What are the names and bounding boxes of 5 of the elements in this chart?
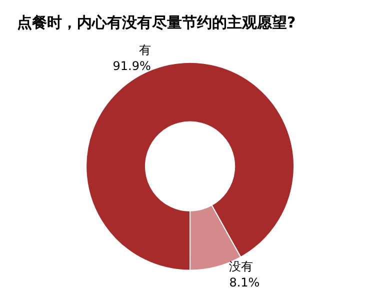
data-label: 8.1%: [229, 276, 260, 290]
data-label: 91.9%: [112, 58, 151, 73]
chart-title: 点餐时，内心有没有尽量节约的主观愿望?: [17, 14, 296, 32]
slice-label: 没有: [229, 260, 254, 274]
slice-label: 有: [138, 42, 151, 57]
